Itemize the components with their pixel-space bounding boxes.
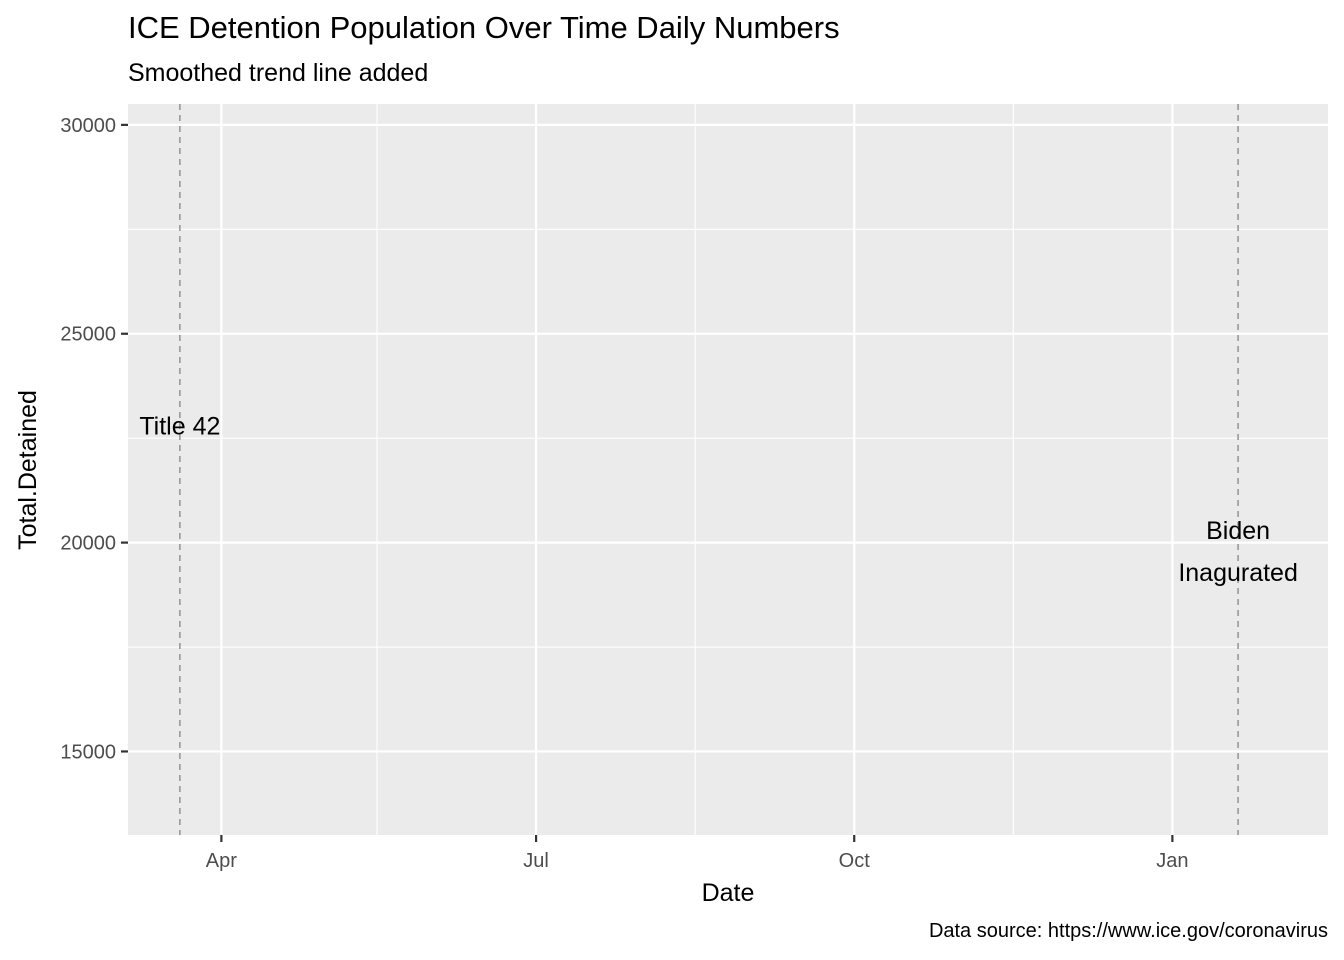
axes: Apr Jul Oct Jan 15000 20000 25000 30000 [60,115,1188,872]
minor-gridlines [128,104,1328,835]
chart-subtitle: Smoothed trend line added [128,59,429,87]
event-annotation-label: Title 42 [139,413,220,441]
x-tick-label: Jul [523,850,549,872]
chart-caption: Data source: https://www.ice.gov/coronav… [928,920,1328,942]
y-tick-label: 30000 [60,115,116,137]
event-lines [179,104,1239,835]
major-gridlines [128,104,1328,835]
x-tick-label: Apr [206,850,237,872]
y-tick-label: 25000 [60,324,116,346]
x-axis-title: Date [702,879,755,907]
x-tick-label: Jan [1156,850,1188,872]
event-annotations: Title 42 Biden Inagurated [139,413,1298,587]
event-annotation-label: Inagurated [1178,559,1298,587]
chart-title: ICE Detention Population Over Time Daily… [128,10,840,45]
y-axis-title: Total.Detained [14,390,42,550]
event-annotation-label: Biden [1206,517,1270,545]
y-tick-label: 15000 [60,741,116,763]
y-tick-label: 20000 [60,533,116,555]
plot-panel [128,104,1328,835]
x-tick-label: Oct [839,850,871,872]
